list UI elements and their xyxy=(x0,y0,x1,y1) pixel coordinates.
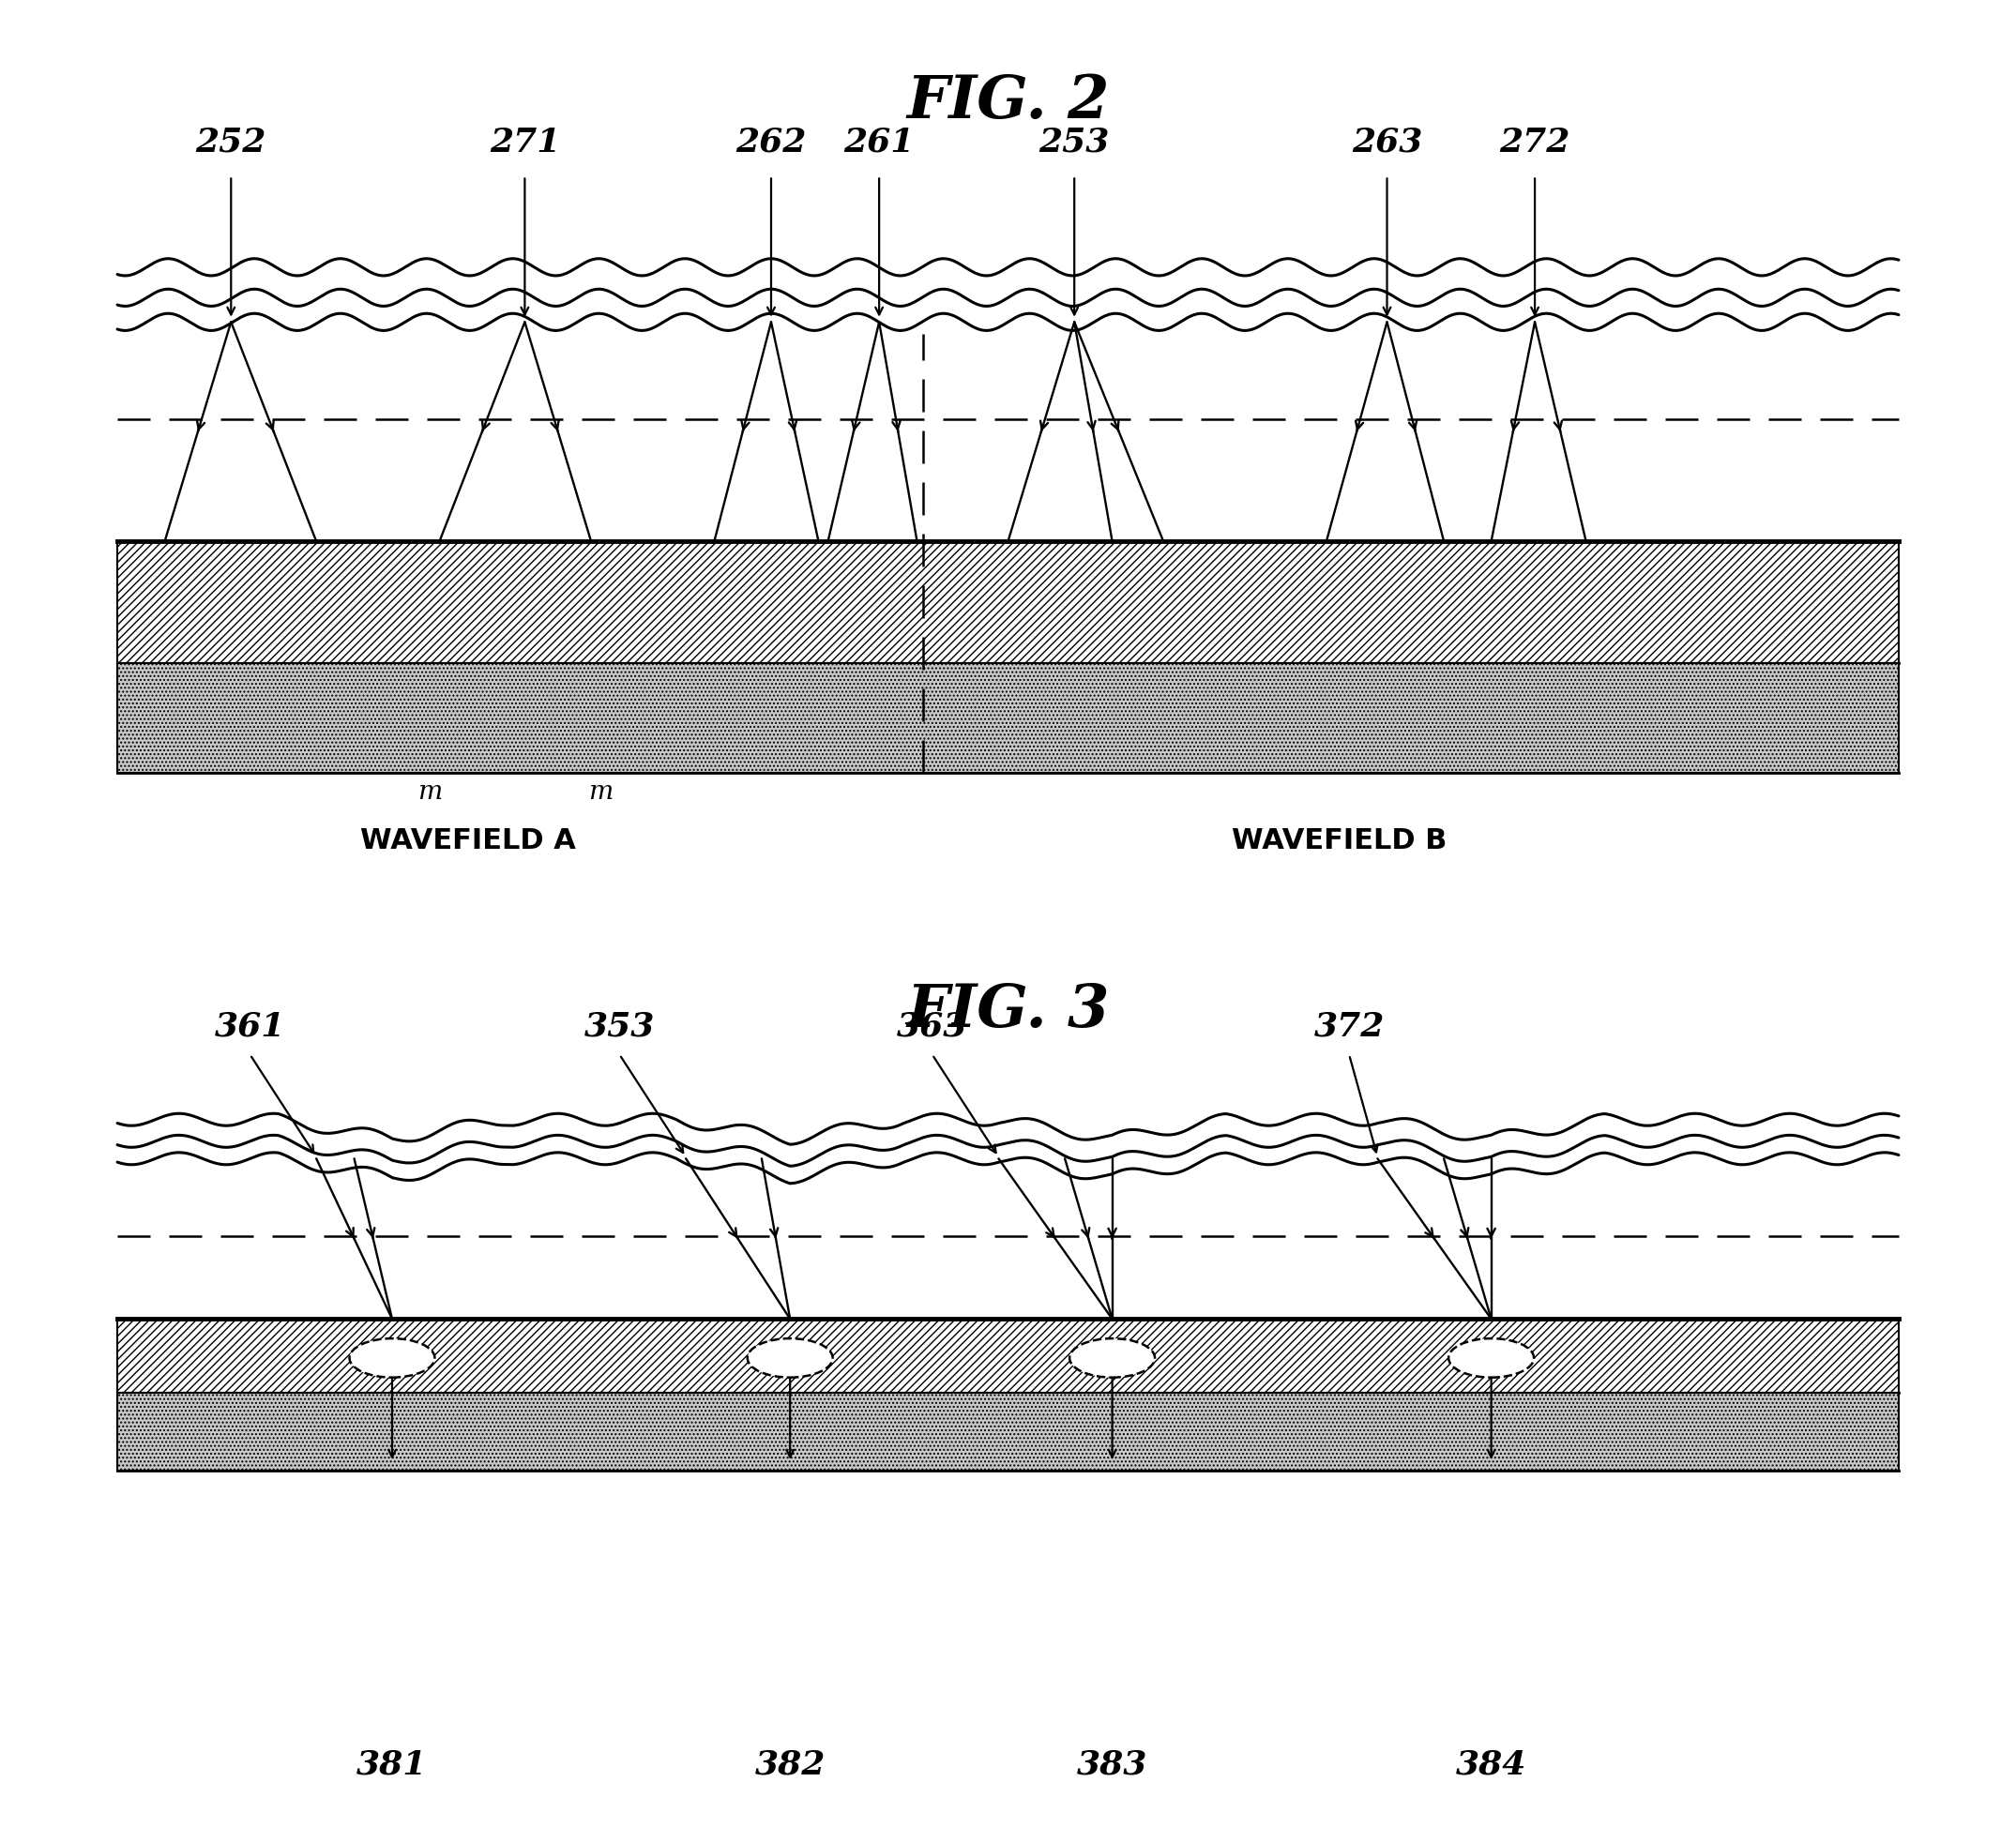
Ellipse shape xyxy=(1450,1339,1534,1378)
Text: 253: 253 xyxy=(1038,126,1109,159)
Bar xyxy=(117,1319,1899,1392)
Text: WAVEFIELD B: WAVEFIELD B xyxy=(1232,828,1447,853)
Text: 261: 261 xyxy=(845,126,915,159)
Bar xyxy=(117,1392,1899,1471)
Bar xyxy=(117,663,1899,773)
Text: FIG. 3: FIG. 3 xyxy=(907,981,1109,1040)
Text: 263: 263 xyxy=(1351,126,1423,159)
Text: 384: 384 xyxy=(1456,1748,1526,1779)
Text: 381: 381 xyxy=(357,1748,427,1779)
Ellipse shape xyxy=(748,1339,833,1378)
Text: 262: 262 xyxy=(736,126,806,159)
Text: 363: 363 xyxy=(897,1010,968,1041)
Text: FIG. 2: FIG. 2 xyxy=(907,73,1109,132)
Ellipse shape xyxy=(1070,1339,1155,1378)
Bar xyxy=(117,543,1899,663)
Text: 382: 382 xyxy=(754,1748,825,1779)
Text: 372: 372 xyxy=(1314,1010,1385,1041)
Text: WAVEFIELD A: WAVEFIELD A xyxy=(361,828,577,853)
Ellipse shape xyxy=(349,1339,435,1378)
Text: 271: 271 xyxy=(490,126,560,159)
Text: m: m xyxy=(417,778,442,804)
Text: 252: 252 xyxy=(196,126,266,159)
Text: m: m xyxy=(589,778,613,804)
Text: 383: 383 xyxy=(1077,1748,1147,1779)
Text: 353: 353 xyxy=(585,1010,655,1041)
Text: 272: 272 xyxy=(1500,126,1570,159)
Text: 361: 361 xyxy=(214,1010,286,1041)
